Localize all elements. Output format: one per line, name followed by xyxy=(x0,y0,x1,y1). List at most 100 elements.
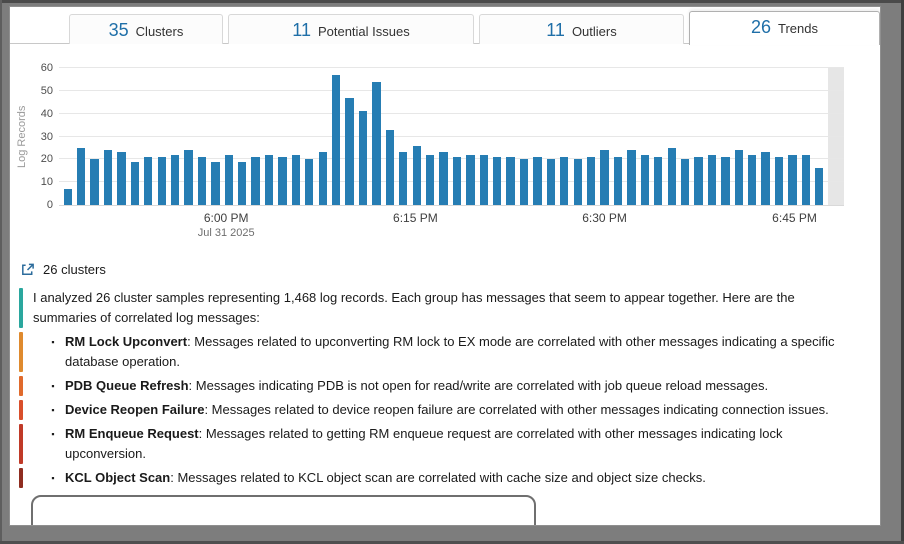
bar-slot xyxy=(692,68,705,205)
tab-clusters[interactable]: 35 Clusters xyxy=(69,14,223,44)
bar xyxy=(197,157,207,205)
bar-slot xyxy=(598,68,611,205)
y-tick-label: 0 xyxy=(46,199,53,211)
bar xyxy=(291,154,301,205)
bar-slot xyxy=(437,68,450,205)
window-frame-top xyxy=(0,0,904,3)
bar xyxy=(238,161,247,205)
bar-slot xyxy=(477,68,490,205)
bar xyxy=(640,154,649,205)
bar-slot xyxy=(625,68,638,205)
cluster-color-strip xyxy=(19,332,23,372)
summary-bullet-section: ▪ KCL Object Scan: Messages related to KC… xyxy=(19,468,856,488)
bar-slot xyxy=(719,68,732,205)
bullet-title: PDB Queue Refresh xyxy=(65,378,189,393)
bar-slot xyxy=(504,68,517,205)
tab-count: 26 xyxy=(750,17,772,37)
bar xyxy=(546,159,556,205)
tab-outliers[interactable]: 11 Outliers xyxy=(479,14,684,44)
bar xyxy=(627,150,636,205)
tab-bar: 35 Clusters 11 Potential Issues 11 Outliers 26… xyxy=(10,11,880,45)
bar-slot xyxy=(115,68,128,205)
bar-slot xyxy=(678,68,691,205)
bar-slot xyxy=(209,68,222,205)
bullet-title: RM Lock Upconvert xyxy=(65,334,188,349)
bar xyxy=(184,150,193,205)
summary-bullet-section: ▪ RM Enqueue Request: Messages related to… xyxy=(19,424,856,464)
bar-slot xyxy=(74,68,87,205)
bar xyxy=(573,159,582,205)
summary-bullets: ▪ RM Lock Upconvert: Messages related to … xyxy=(19,332,856,488)
bar xyxy=(466,154,475,205)
x-tick-sublabel: Jul 31 2025 xyxy=(197,227,255,239)
bar xyxy=(667,147,676,205)
bar xyxy=(707,154,717,205)
x-tick-label: 6:45 PM xyxy=(772,211,817,225)
bar-slot xyxy=(316,68,329,205)
tab-trends[interactable]: 26 Trends xyxy=(689,11,880,45)
cluster-analysis-summary: I analyzed 26 cluster samples representi… xyxy=(19,288,856,488)
summary-bullet-section: ▪ RM Lock Upconvert: Messages related to … xyxy=(19,332,856,372)
y-tick-label: 10 xyxy=(40,176,53,189)
bar-slot xyxy=(423,68,436,205)
bar xyxy=(144,157,153,205)
summary-bullet: ▪ Device Reopen Failure: Messages related… xyxy=(33,400,856,420)
tab-label: Trends xyxy=(778,21,818,36)
message-input[interactable] xyxy=(31,495,536,525)
bar-series xyxy=(59,68,828,205)
bar-slot xyxy=(571,68,584,205)
bar xyxy=(63,189,72,205)
bullet-text-block: RM Lock Upconvert: Messages related to u… xyxy=(65,332,856,372)
bar-slot xyxy=(303,68,316,205)
bar xyxy=(157,157,166,205)
bar xyxy=(439,152,448,205)
bullet-text: : Messages related to upconverting RM lo… xyxy=(65,334,835,369)
x-tick-label: 6:30 PM xyxy=(582,211,627,225)
bar xyxy=(372,81,381,205)
bar xyxy=(251,157,260,205)
bar-slot xyxy=(235,68,248,205)
clusters-icon[interactable] xyxy=(20,262,35,277)
bar xyxy=(734,150,743,205)
bar-slot xyxy=(652,68,665,205)
bar-slot xyxy=(638,68,651,205)
bar-slot xyxy=(410,68,423,205)
tab-label: Potential Issues xyxy=(317,24,410,39)
bar xyxy=(211,161,220,205)
bar xyxy=(412,145,421,205)
bar-slot xyxy=(397,68,410,205)
bar-slot xyxy=(732,68,745,205)
bar-slot xyxy=(262,68,275,205)
bar xyxy=(170,154,180,205)
bar xyxy=(117,152,126,205)
bar xyxy=(318,152,327,205)
gridline xyxy=(59,158,844,160)
bar-slot xyxy=(370,68,383,205)
bar xyxy=(801,154,811,205)
bar xyxy=(479,154,488,205)
y-tick-label: 20 xyxy=(40,153,53,166)
bullet-text: : Messages related to getting RM enqueue… xyxy=(65,426,783,461)
bar-slot xyxy=(611,68,624,205)
cluster-color-strip xyxy=(19,400,23,420)
tab-potential-issues[interactable]: 11 Potential Issues xyxy=(228,14,474,44)
bar-slot xyxy=(786,68,799,205)
bar-slot xyxy=(356,68,369,205)
bar-slot xyxy=(182,68,195,205)
bar xyxy=(90,159,99,205)
bar-slot xyxy=(276,68,289,205)
bar-slot xyxy=(168,68,181,205)
y-tick-label: 40 xyxy=(40,107,53,120)
gridline xyxy=(59,89,844,91)
bar xyxy=(345,97,354,205)
summary-intro-text: I analyzed 26 cluster samples representi… xyxy=(33,290,795,325)
summary-bullet: ▪ RM Lock Upconvert: Messages related to … xyxy=(33,332,856,372)
summary-bullet-section: ▪ PDB Queue Refresh: Messages indicating … xyxy=(19,376,856,396)
bar-slot xyxy=(813,68,826,205)
bar-slot xyxy=(464,68,477,205)
bar-slot xyxy=(101,68,114,205)
gridline xyxy=(59,181,844,183)
bar xyxy=(224,154,233,205)
summary-bullet: ▪ RM Enqueue Request: Messages related to… xyxy=(33,424,856,464)
gridline xyxy=(59,67,844,68)
